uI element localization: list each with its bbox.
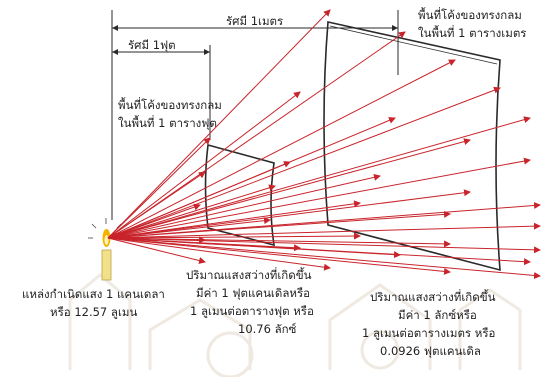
- radius-dimensions: [111, 10, 399, 220]
- illum-ft-label-line2: มีค่า 1 ฟุตแคนเดิลหรือ: [196, 286, 311, 300]
- illum-ft-label-line4: 10.76 ลักซ์: [238, 322, 297, 336]
- surface-1sqm-label-line2: ในพื้นที่ 1 ตารางเมตร: [418, 26, 527, 40]
- light-ray-arrow: [107, 237, 331, 271]
- light-ray-arrow: [107, 200, 361, 239]
- light-ray-arrow: [107, 9, 331, 239]
- light-ray-arrow: [107, 217, 271, 239]
- light-ray-arrow: [107, 31, 406, 239]
- illum-m-label-line2: มีค่า 1 ลักซ์หรือ: [398, 308, 477, 322]
- source-label-line1: แหล่งกำเนิดแสง 1 แคนเดลา: [22, 287, 165, 301]
- surface-1sqm: [323, 21, 501, 272]
- illum-ft-label-line1: ปริมาณแสงสว่างที่เกิดขึ้น: [186, 268, 312, 282]
- light-ray-arrow: [107, 171, 206, 239]
- illum-ft-label-line3: 1 ลูเมนต่อตารางฟุต หรือ: [190, 304, 314, 318]
- light-ray-arrow: [107, 203, 201, 239]
- light-ray-arrow: [107, 173, 381, 239]
- light-ray-arrow: [107, 232, 361, 240]
- light-ray-arrow: [107, 86, 501, 239]
- watermark-seal: [68, 273, 522, 377]
- light-ray-arrow: [107, 189, 471, 239]
- source-label-line2: หรือ 12.57 ลูเมน: [50, 305, 138, 319]
- light-ray-arrow: [107, 157, 531, 239]
- illum-m-label-line1: ปริมาณแสงสว่างที่เกิดขึ้น: [370, 290, 496, 304]
- light-ray-arrow: [107, 138, 471, 239]
- illum-m-label-line3: 1 ลูเมนต่อตารางเมตร หรือ: [362, 326, 496, 340]
- radius-1ft-label: รัศมี 1ฟุต: [128, 38, 176, 52]
- light-ray-arrow: [107, 59, 456, 239]
- light-ray-arrow: [107, 222, 541, 239]
- light-ray-arrow: [107, 91, 301, 239]
- light-ray-arrow: [107, 137, 211, 239]
- surface-1sqm-label-line1: พื้นที่โค้งของทรงกลม: [418, 8, 522, 22]
- surface-1sqft-label-line2: ในพื้นที่ 1 ตารางฟุต: [118, 116, 217, 130]
- light-ray-arrow: [107, 237, 541, 279]
- light-ray-arrow: [107, 236, 206, 244]
- illum-m-label-line4: 0.0926 ฟุตแคนเดิล: [380, 344, 481, 358]
- surface-1sqft-label-line1: พื้นที่โค้งของทรงกลม: [118, 98, 222, 112]
- light-ray-arrow: [107, 116, 531, 239]
- light-ray-arrow: [107, 237, 541, 254]
- light-ray-arrow: [107, 210, 451, 239]
- light-ray-arrow: [107, 237, 451, 275]
- light-ray-arrow: [107, 237, 531, 266]
- light-ray-arrow: [107, 184, 276, 239]
- light-ray-arrow: [107, 161, 291, 239]
- light-ray-arrow: [107, 237, 206, 264]
- radius-1m-label: รัศมี 1เมตร: [226, 14, 284, 28]
- light-rays: [107, 9, 541, 279]
